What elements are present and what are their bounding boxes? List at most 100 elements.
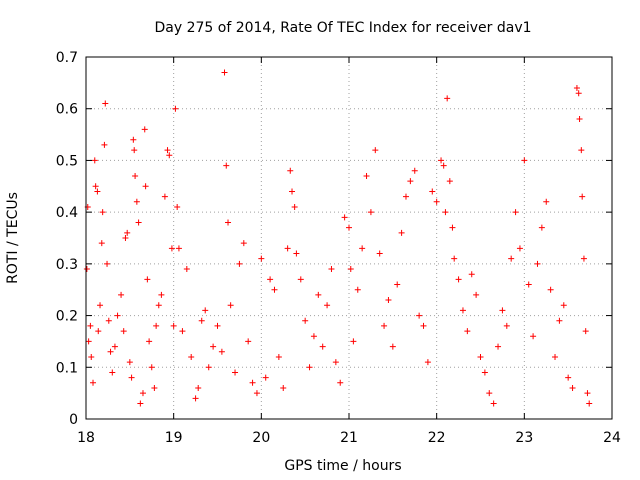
data-point: [124, 229, 131, 236]
data-point: [262, 374, 269, 381]
data-point: [582, 328, 589, 335]
data-point: [118, 291, 125, 298]
data-point: [126, 359, 133, 366]
data-point: [92, 183, 99, 190]
data-point: [420, 322, 427, 329]
data-point: [394, 281, 401, 288]
data-point: [131, 147, 138, 154]
data-point: [556, 317, 563, 324]
data-point: [543, 198, 550, 205]
data-point: [221, 69, 228, 76]
data-point: [512, 209, 519, 216]
data-point: [389, 343, 396, 350]
data-point: [258, 255, 265, 262]
data-point: [324, 302, 331, 309]
data-point: [174, 203, 181, 210]
data-point: [350, 338, 357, 345]
data-point: [464, 328, 471, 335]
data-point: [337, 379, 344, 386]
y-tick-label: 0: [69, 412, 78, 428]
data-point: [367, 209, 374, 216]
y-tick-label: 0.1: [56, 360, 78, 376]
data-point: [155, 302, 162, 309]
data-point: [146, 338, 153, 345]
data-point: [584, 390, 591, 397]
data-point: [139, 390, 146, 397]
data-point: [455, 276, 462, 283]
data-point: [120, 328, 127, 335]
data-point: [407, 178, 414, 185]
data-point: [508, 255, 515, 262]
data-point: [223, 162, 230, 169]
data-point: [132, 172, 139, 179]
data-point: [359, 245, 366, 252]
data-point: [354, 286, 361, 293]
data-point: [586, 400, 593, 407]
x-tick-label: 20: [252, 430, 270, 446]
data-point: [91, 157, 98, 164]
data-point: [192, 395, 199, 402]
data-point: [105, 317, 112, 324]
data-points: [83, 69, 593, 407]
y-tick-label: 0.5: [56, 153, 78, 169]
data-point: [481, 369, 488, 376]
data-point: [363, 172, 370, 179]
data-point: [552, 353, 559, 360]
data-point: [271, 286, 278, 293]
data-point: [560, 302, 567, 309]
data-point: [128, 374, 135, 381]
x-tick-label: 23: [515, 430, 533, 446]
axis-ticks: [85, 56, 613, 420]
data-point: [291, 203, 298, 210]
data-point: [516, 245, 523, 252]
data-point: [249, 379, 256, 386]
data-point: [444, 95, 451, 102]
data-point: [99, 209, 106, 216]
data-point: [102, 100, 109, 107]
data-point: [398, 229, 405, 236]
y-tick-label: 0.2: [56, 309, 78, 325]
data-point: [565, 374, 572, 381]
data-point: [473, 291, 480, 298]
data-point: [402, 193, 409, 200]
data-point: [289, 188, 296, 195]
data-point: [218, 348, 225, 355]
data-point: [287, 167, 294, 174]
data-point: [109, 369, 116, 376]
data-point: [459, 307, 466, 314]
data-point: [122, 235, 129, 241]
data-point: [280, 384, 287, 391]
data-point: [107, 348, 114, 355]
data-point: [161, 193, 168, 200]
data-point: [530, 333, 537, 340]
data-point: [195, 384, 202, 391]
data-point: [580, 255, 587, 262]
x-tick-label: 21: [340, 430, 358, 446]
data-point: [111, 343, 118, 350]
data-point: [133, 198, 140, 205]
data-point: [328, 266, 335, 273]
data-point: [302, 317, 309, 324]
data-point: [477, 353, 484, 360]
data-point: [98, 240, 105, 247]
y-tick-label: 0.3: [56, 257, 78, 273]
data-point: [284, 245, 291, 252]
data-point: [525, 281, 532, 288]
data-point: [573, 85, 580, 92]
data-point: [141, 126, 148, 133]
data-point: [411, 167, 418, 174]
data-point: [168, 245, 175, 252]
data-point: [490, 400, 497, 407]
x-tick-labels: 18 19 20 21 22 23 24: [77, 430, 621, 446]
y-tick-label: 0.6: [56, 102, 78, 118]
data-point: [372, 147, 379, 154]
gridlines: [86, 57, 612, 419]
data-point: [90, 379, 97, 386]
x-tick-label: 24: [603, 430, 621, 446]
data-point: [97, 302, 104, 309]
data-point: [347, 266, 354, 273]
data-point: [579, 193, 586, 200]
data-point: [137, 400, 144, 407]
data-point: [424, 359, 431, 366]
data-point: [85, 338, 92, 345]
